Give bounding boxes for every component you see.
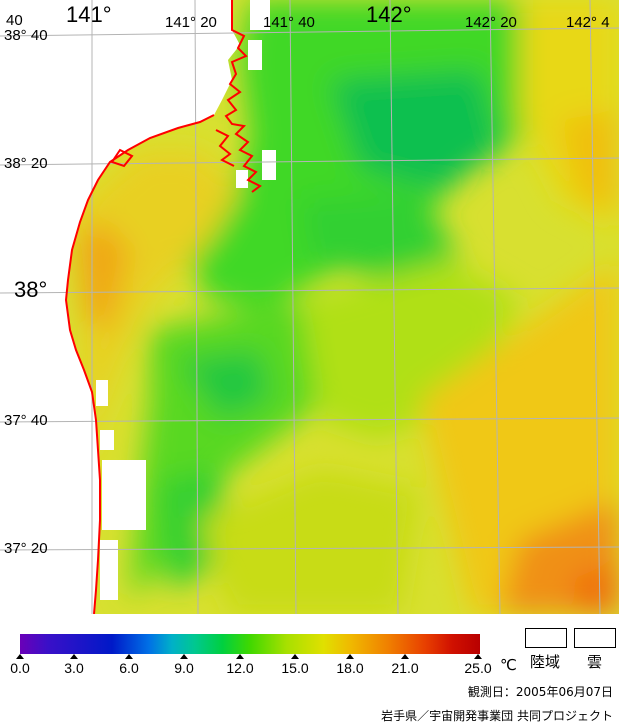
- lon-label-141-40: 141° 40: [263, 14, 315, 31]
- temperature-field: [70, 0, 619, 614]
- lon-label-142-40: 142° 4: [566, 14, 610, 31]
- coastline: [64, 0, 262, 614]
- colorbar-tick-mark: [236, 654, 244, 659]
- colorbar-tick-label: 25.0: [464, 660, 492, 676]
- lon-label-142-20: 142° 20: [465, 14, 517, 31]
- colorbar-tick-mark: [401, 654, 409, 659]
- observation-date: 観測日：2005年06月07日: [467, 685, 613, 699]
- graticule: [0, 0, 619, 614]
- colorbar-tick-label: 9.0: [174, 660, 194, 676]
- colorbar-tick-label: 6.0: [119, 660, 139, 676]
- colorbar-tick-label: 18.0: [336, 660, 364, 676]
- colorbar-tick-label: 0.0: [10, 660, 30, 676]
- lon-label-141-20: 141° 20: [165, 14, 217, 31]
- temperature-colorbar: [20, 634, 480, 654]
- colorbar-tick-label: 3.0: [64, 660, 84, 676]
- project-credit: 岩手県／宇宙開発事業団 共同プロジェクト: [381, 709, 613, 723]
- corner-label: 40: [6, 12, 23, 29]
- land-legend-label: 陸域: [530, 653, 561, 671]
- colorbar-tick-label: 12.0: [226, 660, 254, 676]
- lat-label-38-40: 38° 40: [4, 27, 48, 44]
- cloud-legend-swatch: [574, 628, 616, 648]
- colorbar-tick-mark: [70, 654, 78, 659]
- lat-label-38-20: 38° 20: [4, 155, 48, 172]
- colorbar-tick-mark: [180, 654, 188, 659]
- cloud-legend-label: 雲: [587, 653, 603, 671]
- cloud-patches: [96, 0, 276, 600]
- colorbar-gradient: [20, 634, 480, 654]
- colorbar-tick-mark: [346, 654, 354, 659]
- colorbar-tick-mark: [125, 654, 133, 659]
- land-area: [0, 0, 240, 614]
- lat-label-37-40: 37° 40: [4, 412, 48, 429]
- land-legend-swatch: [525, 628, 567, 648]
- colorbar-tick-mark: [474, 654, 482, 659]
- temperature-unit: ℃: [500, 656, 517, 674]
- sea-surface-temperature-map: [0, 0, 619, 614]
- colorbar-tick-label: 21.0: [391, 660, 419, 676]
- lon-label-141: 141°: [66, 2, 112, 27]
- lat-label-38: 38°: [14, 277, 48, 302]
- colorbar-tick-label: 15.0: [281, 660, 309, 676]
- lon-label-142: 142°: [366, 2, 412, 27]
- colorbar-tick-mark: [291, 654, 299, 659]
- colorbar-tick-mark: [16, 654, 24, 659]
- lat-label-37-20: 37° 20: [4, 540, 48, 557]
